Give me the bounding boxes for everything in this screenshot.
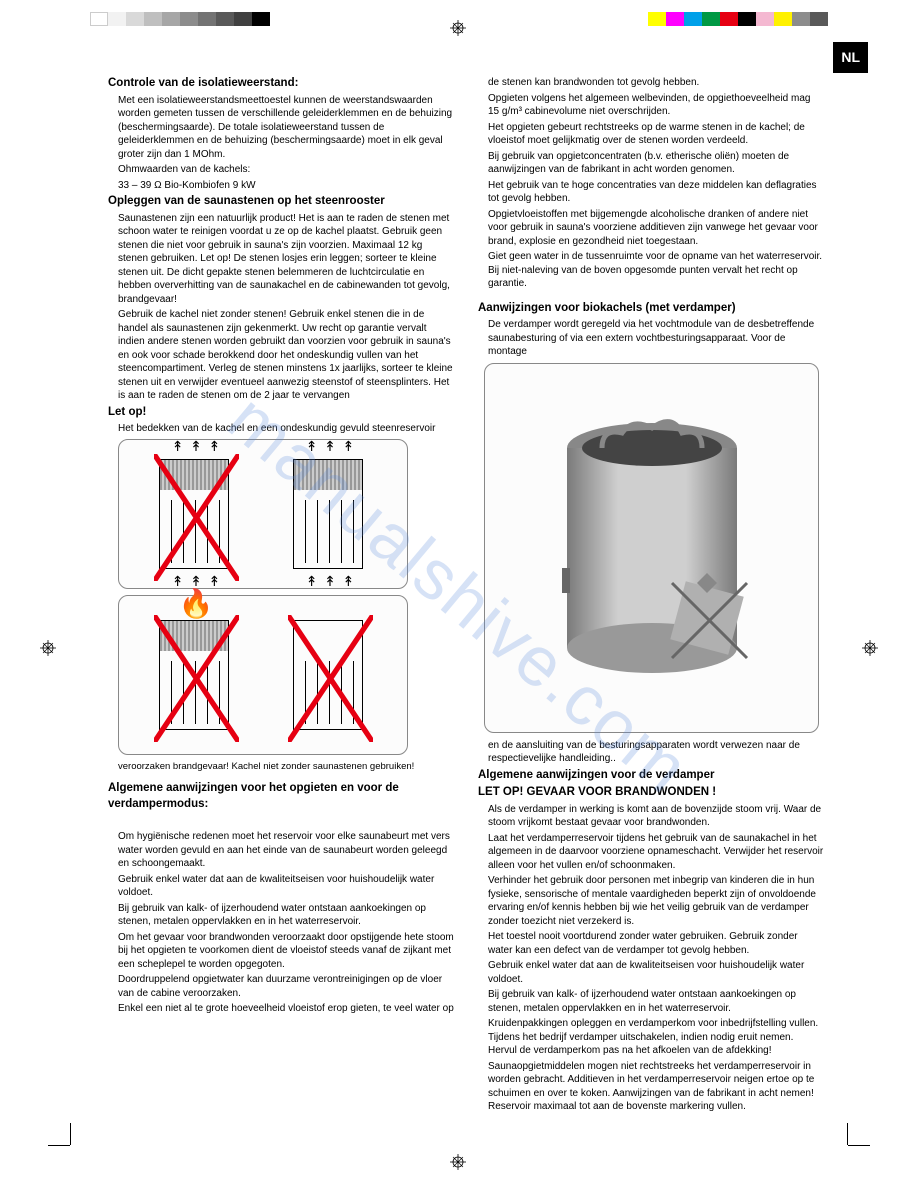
paragraph: Verhinder het gebruik door personen met … [488,874,824,928]
paragraph: De verdamper wordt geregeld via het voch… [488,318,824,359]
paragraph: Opgietvloeistoffen met bijgemengde alcoh… [488,208,824,249]
paragraph: Laat het verdamperreservoir tijdens het … [488,832,824,873]
paragraph: Bij gebruik van kalk- of ijzerhoudend wa… [118,902,454,929]
paragraph: 33 – 39 Ω Bio-Kombiofen 9 kW [118,179,454,193]
grayscale-bars [90,12,270,26]
paragraph: Doordruppelend opgietwater kan duurzame … [118,973,454,1000]
heading-stones: Opleggen van de saunastenen op het steen… [108,194,454,210]
paragraph: de stenen kan brandwonden tot gevolg heb… [488,76,824,90]
crop-mark-icon [48,1145,70,1167]
paragraph: en de aansluiting van de besturingsappar… [488,739,824,766]
paragraph: Om het gevaar voor brandwonden veroorzaa… [118,931,454,972]
illustration-heater-fire: 🔥 [118,595,408,755]
language-tab: NL [833,42,868,73]
heading-isolation: Controle van de isolatieweerstand: [108,76,454,92]
paragraph: Het opgieten gebeurt rechtstreeks op de … [488,121,824,148]
crop-mark-icon [848,1145,870,1167]
page-content: Controle van de isolatieweerstand: Met e… [108,76,824,1116]
illustration-heater-airflow: ↟↟↟ ↟↟↟ ↟↟↟ ↟↟↟ [118,439,408,589]
paragraph: Enkel een niet al te grote hoeveelheid v… [118,1002,454,1016]
paragraph: Opgieten volgens het algemeen welbevinde… [488,92,824,119]
registration-mark-icon [450,20,466,36]
paragraph: Ohmwaarden van de kachels: [118,163,454,177]
paragraph: Gebruik de kachel niet zonder stenen! Ge… [118,308,454,403]
paragraph: Het bedekken van de kachel en een ondesk… [118,422,454,436]
heading-general-evaporator: Algemene aanwijzingen voor de verdamper [478,768,824,784]
paragraph: Het gebruik van te hoge concentraties va… [488,179,824,206]
registration-mark-icon [40,640,56,656]
paragraph: Kruidenpakkingen opleggen en verdamperko… [488,1017,824,1058]
paragraph: Bij gebruik van kalk- of ijzerhoudend wa… [488,988,824,1015]
paragraph: Saunaopgietmiddelen mogen niet rechtstre… [488,1060,824,1114]
column-left: Controle van de isolatieweerstand: Met e… [108,76,454,1116]
illustration-caption: veroorzaken brandgevaar! Kachel niet zon… [118,761,454,774]
paragraph: Het toestel nooit voortdurend zonder wat… [488,930,824,957]
paragraph: Als de verdamper in werking is komt aan … [488,803,824,830]
paragraph: Gebruik enkel water dat aan de kwaliteit… [488,959,824,986]
paragraph: Saunastenen zijn een natuurlijk product!… [118,212,454,307]
illustration-bio-heater [484,363,819,733]
paragraph: Met een isolatieweerstandsmeettoestel ku… [118,94,454,162]
registration-mark-icon [450,1154,466,1170]
paragraph: Gebruik enkel water dat aan de kwaliteit… [118,873,454,900]
heading-attention: Let op! [108,405,454,421]
paragraph: Om hygiënische redenen moet het reservoi… [118,830,454,871]
paragraph: Giet geen water in de tussenruimte voor … [488,250,824,291]
registration-mark-icon [862,640,878,656]
column-right: de stenen kan brandwonden tot gevolg heb… [478,76,824,1116]
heading-bio-heaters: Aanwijzingen voor biokachels (met verdam… [478,301,824,317]
color-bars [648,12,828,26]
paragraph: Bij gebruik van opgietconcentraten (b.v.… [488,150,824,177]
heading-burn-warning: LET OP! GEVAAR VOOR BRANDWONDEN ! [478,785,824,801]
heading-general-pouring: Algemene aanwijzingen voor het opgieten … [108,781,454,812]
